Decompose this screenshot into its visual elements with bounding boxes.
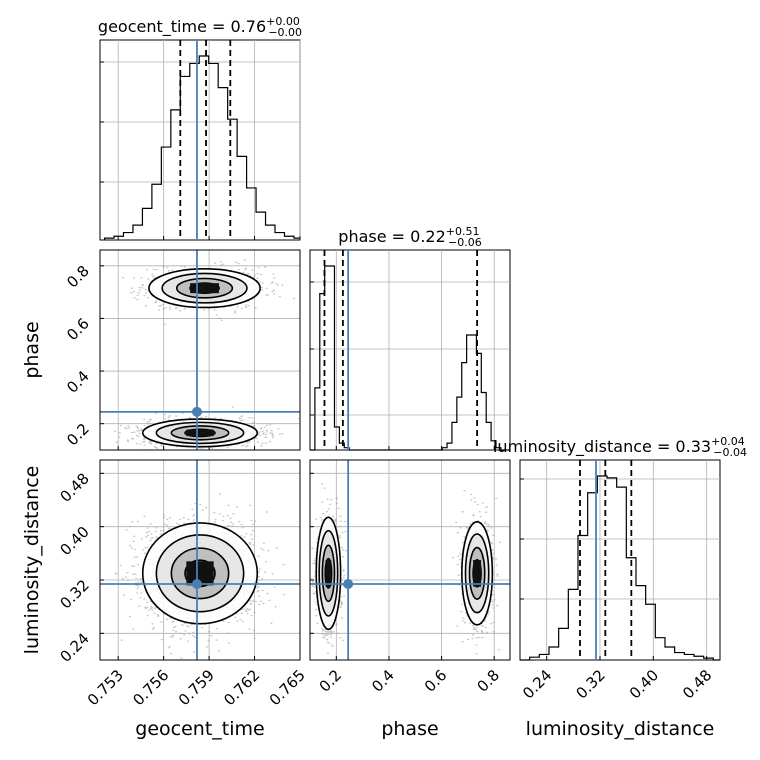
y-axis-label-luminosity-distance: luminosity_distance <box>21 466 43 655</box>
x-axis-label-luminosity-distance: luminosity_distance <box>526 718 715 740</box>
panel-frame <box>99 249 301 451</box>
hist-panel-phase <box>309 249 511 451</box>
panel-frame <box>99 459 301 661</box>
density-peak <box>325 560 332 587</box>
histogram-step <box>310 265 510 451</box>
x-tick-label-geocent-time: 0.759 <box>175 666 218 709</box>
density-layer <box>114 250 300 450</box>
hist-panel-geocent_time <box>99 39 301 241</box>
histogram-step <box>103 55 300 240</box>
y-tick-label-phase: 0.8 <box>63 262 93 292</box>
x-tick-label-luminosity-distance: 0.48 <box>679 666 715 702</box>
density-peak <box>473 560 482 587</box>
panel-geocent_time-vs-phase <box>99 249 301 451</box>
panel-frame <box>519 459 721 661</box>
x-tick-label-geocent-time: 0.753 <box>84 666 127 709</box>
x-tick-label-phase: 0.6 <box>421 666 451 696</box>
x-tick-label-geocent-time: 0.762 <box>220 666 263 709</box>
panel-title-luminosity_distance: luminosity_distance = 0.33+0.04 −0.04 <box>493 435 747 459</box>
y-tick-label-luminosity-distance: 0.32 <box>56 576 92 612</box>
y-tick-label-phase: 0.2 <box>63 420 93 450</box>
panel-geocent_time-vs-luminosity_distance <box>99 459 301 661</box>
panel-title-geocent_time: geocent_time = 0.76+0.00 −0.00 <box>98 15 302 39</box>
y-tick-label-luminosity-distance: 0.48 <box>56 469 92 505</box>
x-axis-label-phase: phase <box>381 718 438 740</box>
hist-panel-luminosity_distance <box>519 459 721 661</box>
panel-frame <box>309 249 511 451</box>
y-tick-label-phase: 0.6 <box>63 315 93 345</box>
density-layer <box>310 483 501 655</box>
panel-frame <box>99 39 301 241</box>
truth-marker <box>191 406 202 417</box>
x-tick-label-luminosity-distance: 0.32 <box>572 666 608 702</box>
y-tick-label-phase: 0.4 <box>63 367 93 397</box>
x-tick-label-luminosity-distance: 0.24 <box>519 666 555 702</box>
truth-marker <box>191 579 202 589</box>
x-tick-label-phase: 0.4 <box>368 666 398 696</box>
x-axis-label-geocent-time: geocent_time <box>135 718 264 740</box>
x-tick-label-geocent-time: 0.765 <box>266 666 309 709</box>
x-tick-label-phase: 0.8 <box>473 666 503 696</box>
panel-frame <box>309 459 511 661</box>
density-peak <box>190 283 219 294</box>
histogram-step <box>520 475 720 661</box>
x-tick-label-geocent-time: 0.756 <box>129 666 172 709</box>
x-tick-label-phase: 0.2 <box>316 666 346 696</box>
panel-title-phase: phase = 0.22+0.51 −0.06 <box>338 225 481 249</box>
truth-marker <box>343 579 354 589</box>
x-tick-label-luminosity-distance: 0.40 <box>626 666 662 702</box>
y-tick-label-luminosity-distance: 0.24 <box>56 629 92 665</box>
density-layer <box>114 493 286 660</box>
panel-phase-vs-luminosity_distance <box>309 459 511 661</box>
y-tick-label-luminosity-distance: 0.40 <box>56 523 92 559</box>
density-peak <box>186 429 214 437</box>
y-axis-label-phase: phase <box>21 321 43 378</box>
